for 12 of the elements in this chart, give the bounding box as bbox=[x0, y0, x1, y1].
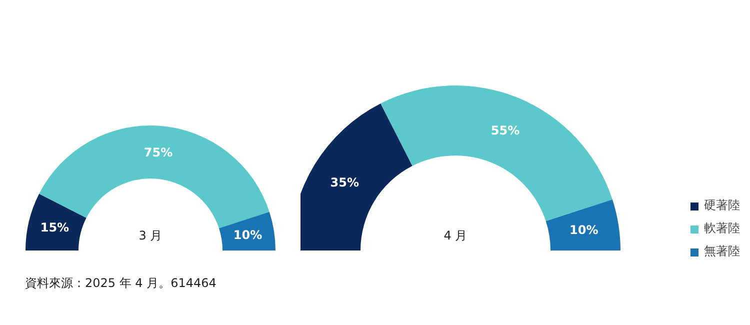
data-label: 10% bbox=[233, 228, 262, 242]
legend-label: 無著陸 bbox=[704, 243, 740, 260]
data-label: 55% bbox=[490, 123, 520, 138]
text: 3 月 bbox=[138, 228, 162, 242]
legend-label: 軟著陸 bbox=[704, 220, 740, 237]
data-label: 15% bbox=[40, 220, 70, 235]
data-label: 10% bbox=[570, 223, 598, 238]
data-label: 75% bbox=[144, 145, 173, 160]
data-label: 35% bbox=[330, 176, 360, 190]
text: 4 月 bbox=[444, 228, 468, 242]
source-note: 資料來源：2025 年 4 月。614464 bbox=[25, 275, 216, 292]
legend-label: 硬著陸 bbox=[704, 197, 740, 214]
